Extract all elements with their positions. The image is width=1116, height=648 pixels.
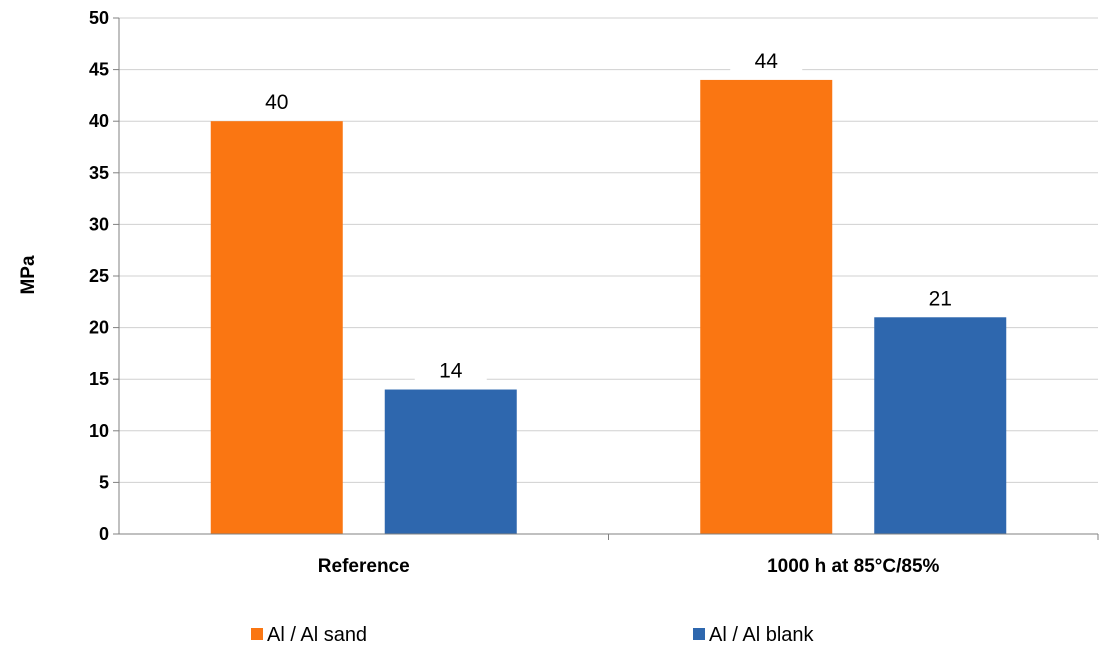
x-category-label: 1000 h at 85°C/85%: [767, 556, 939, 577]
legend: Al / Al sand Al / Al blank: [251, 624, 815, 646]
data-label: 21: [929, 287, 952, 310]
y-tick-label: 35: [89, 163, 109, 183]
bars: 40 14 44 21: [210, 47, 1007, 535]
data-label: 40: [265, 91, 288, 114]
x-category-label: Reference: [318, 556, 410, 577]
legend-swatch: [251, 628, 263, 640]
y-tick-label: 25: [89, 266, 109, 286]
data-label: 14: [439, 360, 463, 383]
y-tick-label: 50: [89, 8, 109, 28]
bar: [210, 121, 343, 534]
y-tick-labels: 0 5 10 15 20 25 30 35 40 45 50: [89, 8, 109, 544]
y-tick-label: 45: [89, 60, 109, 80]
data-label-background: [904, 285, 977, 312]
bar: [384, 389, 517, 534]
axes: [113, 17, 1099, 540]
y-tick-label: 10: [89, 421, 109, 441]
data-label: 44: [755, 50, 779, 73]
data-label-background: [730, 47, 803, 74]
x-category-labels: Reference 1000 h at 85°C/85%: [318, 556, 940, 577]
y-tick-label: 0: [99, 524, 109, 544]
y-axis-label: MPa: [18, 255, 39, 295]
data-label-background: [414, 357, 487, 384]
legend-swatch: [693, 628, 705, 640]
y-tick-label: 40: [89, 111, 109, 131]
bar: [874, 317, 1007, 534]
y-tick-label: 20: [89, 318, 109, 338]
legend-label: Al / Al blank: [709, 624, 815, 646]
legend-label: Al / Al sand: [267, 624, 367, 646]
bar: [700, 79, 833, 535]
y-tick-label: 5: [99, 472, 109, 492]
data-label-background: [240, 89, 313, 116]
y-tick-label: 30: [89, 214, 109, 234]
y-tick-label: 15: [89, 369, 109, 389]
